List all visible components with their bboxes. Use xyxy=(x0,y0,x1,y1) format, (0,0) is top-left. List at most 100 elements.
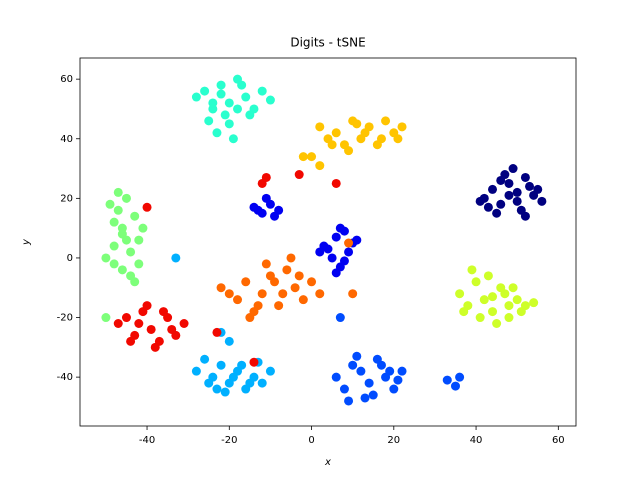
point xyxy=(126,247,136,257)
point xyxy=(278,289,288,299)
point xyxy=(356,366,366,376)
point xyxy=(113,318,123,328)
point xyxy=(212,128,222,138)
point xyxy=(327,140,337,150)
point xyxy=(134,235,144,245)
point xyxy=(331,232,341,242)
point xyxy=(512,196,522,206)
point xyxy=(167,324,177,334)
point xyxy=(228,134,238,144)
point xyxy=(224,289,234,299)
point xyxy=(245,110,255,120)
point xyxy=(500,289,510,299)
point xyxy=(307,277,317,287)
point xyxy=(467,265,477,275)
point xyxy=(216,89,226,99)
point xyxy=(483,271,493,281)
point xyxy=(134,318,144,328)
point xyxy=(212,327,222,337)
point xyxy=(492,208,502,218)
y-tick-label: 0 xyxy=(67,253,73,264)
point xyxy=(360,128,370,138)
point xyxy=(109,217,119,227)
point xyxy=(241,277,251,287)
point xyxy=(253,301,263,311)
point xyxy=(381,116,391,126)
point xyxy=(512,295,522,305)
point xyxy=(352,235,362,245)
point xyxy=(265,366,275,376)
point xyxy=(496,175,506,185)
point xyxy=(376,134,386,144)
y-tick-label: -40 xyxy=(57,372,73,383)
point xyxy=(179,318,189,328)
point xyxy=(335,223,345,233)
point xyxy=(191,366,201,376)
point xyxy=(109,241,119,251)
chart-title: Digits - tSNE xyxy=(290,36,365,50)
point xyxy=(339,384,349,394)
point xyxy=(257,378,267,388)
point xyxy=(496,199,506,209)
point xyxy=(121,193,131,203)
point xyxy=(533,184,543,194)
point xyxy=(504,301,514,311)
point xyxy=(237,80,247,90)
point xyxy=(397,366,407,376)
point xyxy=(537,196,547,206)
point xyxy=(455,372,465,382)
point xyxy=(282,265,292,275)
point xyxy=(224,119,234,129)
point xyxy=(339,256,349,266)
point xyxy=(216,80,226,90)
point xyxy=(516,307,526,317)
point xyxy=(212,384,222,394)
point xyxy=(315,247,325,257)
point xyxy=(101,313,111,323)
point xyxy=(475,313,485,323)
x-tick-label: 20 xyxy=(387,435,400,446)
point xyxy=(138,223,148,233)
point xyxy=(204,116,214,126)
point xyxy=(113,187,123,197)
point xyxy=(389,384,399,394)
point xyxy=(479,295,489,305)
point xyxy=(488,292,498,302)
point xyxy=(224,98,234,108)
y-axis-label: y xyxy=(21,238,32,246)
point xyxy=(158,307,168,317)
point xyxy=(348,289,358,299)
point xyxy=(150,342,160,352)
point xyxy=(525,181,535,191)
point xyxy=(208,98,218,108)
point xyxy=(121,313,131,323)
point xyxy=(224,336,234,346)
point xyxy=(245,378,255,388)
point xyxy=(475,196,485,206)
point xyxy=(220,110,230,120)
point xyxy=(352,351,362,361)
point xyxy=(109,259,119,269)
point xyxy=(393,134,403,144)
point xyxy=(146,324,156,334)
point xyxy=(520,211,530,221)
point xyxy=(298,152,308,162)
point xyxy=(245,313,255,323)
point xyxy=(344,238,354,248)
point xyxy=(274,301,284,311)
point xyxy=(520,172,530,182)
point xyxy=(327,253,337,263)
point xyxy=(529,298,539,308)
point xyxy=(492,318,502,328)
point xyxy=(171,253,181,263)
point xyxy=(331,268,341,278)
point xyxy=(331,178,341,188)
point xyxy=(483,202,493,212)
point xyxy=(504,313,514,323)
point xyxy=(216,360,226,370)
point xyxy=(233,295,243,305)
point xyxy=(117,265,127,275)
point xyxy=(508,164,518,174)
point xyxy=(298,295,308,305)
